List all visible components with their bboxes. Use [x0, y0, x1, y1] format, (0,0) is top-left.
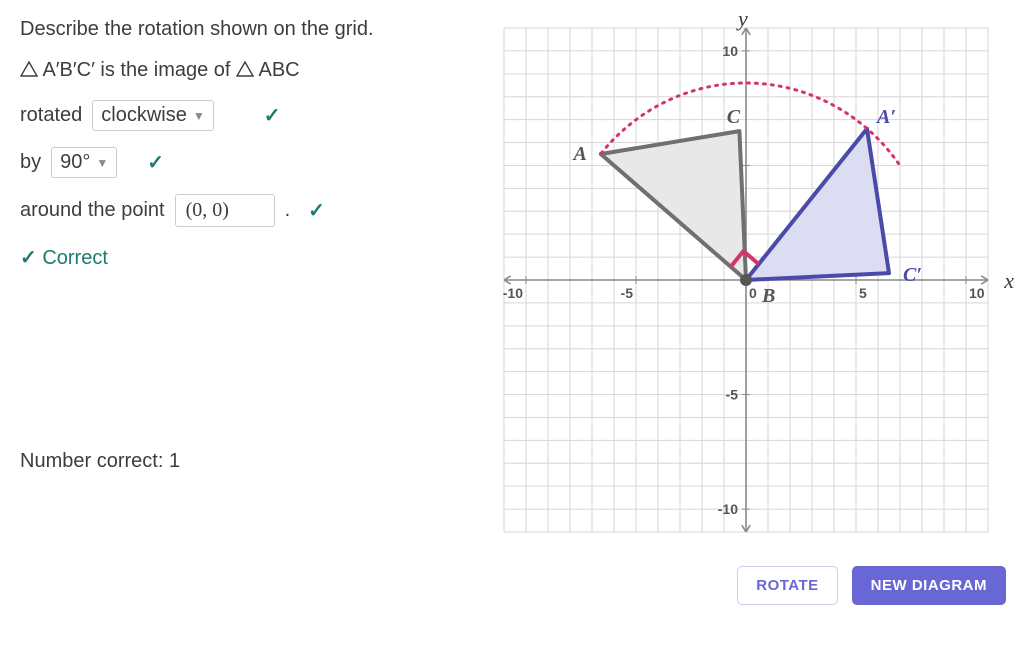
chevron-down-icon: ▼ — [96, 156, 108, 170]
by-word: by — [20, 151, 41, 174]
diagram-panel: -10-50510-10-5510ACBA′C′ y x ROTATE NEW … — [480, 10, 1012, 605]
correct-label: Correct — [42, 247, 108, 269]
svg-text:10: 10 — [722, 43, 738, 59]
y-axis-label: y — [738, 6, 748, 32]
svg-text:C: C — [727, 106, 741, 128]
check-icon: ✓ — [20, 247, 37, 269]
svg-text:5: 5 — [859, 285, 867, 301]
svg-text:10: 10 — [969, 285, 985, 301]
coordinate-grid[interactable]: -10-50510-10-5510ACBA′C′ y x — [486, 10, 1006, 550]
preimage-triangle-label: ABC — [258, 59, 299, 81]
svg-text:0: 0 — [749, 285, 757, 301]
triangle-statement: A′B′C′ is the image of ABC — [20, 59, 460, 82]
score-line: Number correct: 1 — [20, 450, 460, 473]
chevron-down-icon: ▼ — [193, 109, 205, 123]
question-panel: Describe the rotation shown on the grid.… — [20, 10, 460, 605]
svg-text:-10: -10 — [718, 501, 738, 517]
button-row: ROTATE NEW DIAGRAM — [486, 566, 1006, 605]
angle-row: by 90° ▼ ✓ — [20, 147, 460, 178]
point-row: around the point (0, 0) . ✓ — [20, 194, 460, 227]
triangle-icon — [236, 61, 254, 77]
direction-select[interactable]: clockwise ▼ — [92, 100, 213, 131]
check-icon: ✓ — [264, 103, 281, 128]
period: . — [285, 199, 291, 222]
triangle-icon — [20, 61, 38, 77]
svg-text:-5: -5 — [621, 285, 634, 301]
svg-text:-5: -5 — [726, 387, 739, 403]
correct-indicator: ✓ Correct — [20, 245, 460, 270]
direction-row: rotated clockwise ▼ ✓ — [20, 100, 460, 131]
angle-select[interactable]: 90° ▼ — [51, 147, 117, 178]
check-icon: ✓ — [308, 198, 325, 223]
point-input[interactable]: (0, 0) — [175, 194, 275, 227]
check-icon: ✓ — [147, 150, 164, 175]
score-prefix: Number correct: — [20, 450, 163, 472]
point-value: (0, 0) — [186, 199, 229, 222]
image-triangle-label: A′B′C′ — [42, 59, 94, 81]
angle-value: 90° — [60, 151, 90, 174]
svg-text:-10: -10 — [503, 285, 523, 301]
relation-text: is the image of — [100, 59, 230, 81]
svg-text:A′: A′ — [875, 106, 896, 128]
rotated-word: rotated — [20, 104, 82, 127]
x-axis-label: x — [1004, 268, 1014, 294]
svg-text:B: B — [761, 285, 775, 307]
new-diagram-button[interactable]: NEW DIAGRAM — [852, 566, 1006, 605]
score-value: 1 — [169, 450, 180, 472]
around-phrase: around the point — [20, 199, 165, 222]
svg-text:C′: C′ — [903, 264, 922, 286]
question-prompt: Describe the rotation shown on the grid. — [20, 18, 460, 41]
direction-value: clockwise — [101, 104, 187, 127]
rotate-button[interactable]: ROTATE — [737, 566, 837, 605]
svg-text:A: A — [571, 143, 586, 165]
